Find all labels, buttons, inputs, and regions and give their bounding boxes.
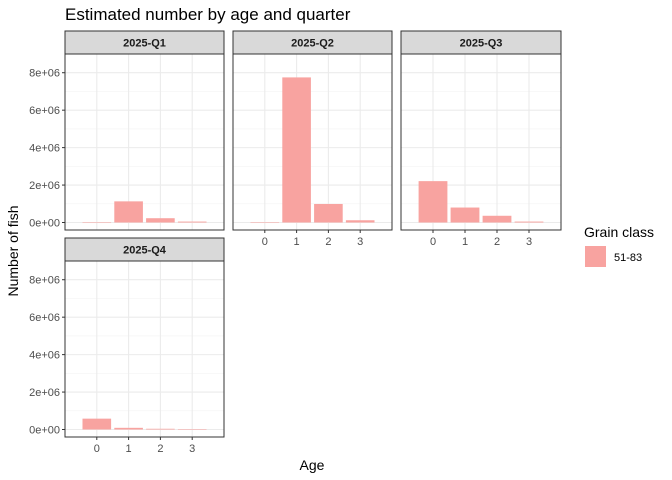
x-axis-title: Age xyxy=(300,457,325,473)
y-tick-label: 2e+06 xyxy=(29,180,60,192)
x-tick-label: 0 xyxy=(94,443,100,455)
bar-2025-Q1-age-1 xyxy=(114,201,143,223)
facet-panel-2025-Q3: 2025-Q3 0 1 2 3 xyxy=(400,30,562,248)
facet-panel-2025-Q1: 2025-Q1 0e+00 2e+06 4e+06 6e+06 8e+06 xyxy=(29,30,225,231)
y-tick-label: 4e+06 xyxy=(29,350,60,362)
legend: Grain class 51-83 xyxy=(584,224,654,267)
facet-panel-2025-Q4: 2025-Q4 0e+00 2e+06 4e+06 6e+06 8e+06 0 1 2 3 xyxy=(29,237,225,455)
facet-strip xyxy=(64,237,225,262)
bar-2025-Q4-age-3 xyxy=(177,429,207,430)
chart-title: Estimated number by age and quarter xyxy=(65,5,351,24)
y-tick-label: 6e+06 xyxy=(29,312,60,324)
bar-2025-Q2-age-3 xyxy=(345,220,375,223)
bar-2025-Q2-age-2 xyxy=(314,203,343,223)
panel-background xyxy=(65,261,224,437)
panel-background xyxy=(65,54,224,230)
bar-2025-Q4-age-0 xyxy=(82,418,112,430)
facet-panels: 2025-Q1 0e+00 2e+06 4e+06 6e+06 8e+06 2025-Q2 0… xyxy=(29,30,562,455)
facet-strip xyxy=(64,30,225,55)
legend-key-51-83 xyxy=(585,246,606,267)
facet-strip-label: 2025-Q2 xyxy=(291,38,334,50)
x-tick-label: 2 xyxy=(325,236,331,248)
x-tick-label: 0 xyxy=(262,236,268,248)
bar-2025-Q2-age-1 xyxy=(282,77,311,223)
x-tick-label: 2 xyxy=(157,443,163,455)
bar-2025-Q3-age-3 xyxy=(514,221,544,223)
legend-label: 51-83 xyxy=(614,252,642,264)
facet-strip-label: 2025-Q1 xyxy=(123,38,166,50)
bar-2025-Q1-age-0 xyxy=(82,222,112,224)
x-tick-label: 3 xyxy=(526,236,532,248)
y-tick-label: 8e+06 xyxy=(29,275,60,287)
bar-2025-Q4-age-1 xyxy=(114,427,143,430)
y-axis-title: Number of fish xyxy=(5,205,21,296)
y-tick-label: 0e+00 xyxy=(29,425,60,437)
y-tick-label: 8e+06 xyxy=(29,68,60,80)
bar-2025-Q3-age-2 xyxy=(482,215,512,223)
panel-background xyxy=(233,54,392,230)
y-tick-label: 4e+06 xyxy=(29,143,60,155)
y-tick-label: 6e+06 xyxy=(29,105,60,117)
bar-2025-Q2-age-0 xyxy=(250,222,280,224)
x-tick-label: 3 xyxy=(357,236,363,248)
y-tick-label: 0e+00 xyxy=(29,218,60,230)
x-tick-label: 0 xyxy=(430,236,436,248)
facet-strip-label: 2025-Q3 xyxy=(460,38,503,50)
x-tick-label: 1 xyxy=(294,236,300,248)
legend-title: Grain class xyxy=(584,224,654,240)
facet-strip-label: 2025-Q4 xyxy=(123,245,167,257)
bar-2025-Q1-age-2 xyxy=(146,218,175,223)
x-tick-label: 1 xyxy=(126,443,132,455)
facet-strip xyxy=(232,30,393,55)
facet-strip xyxy=(400,30,562,55)
x-tick-label: 1 xyxy=(462,236,468,248)
bar-2025-Q4-age-2 xyxy=(146,428,175,430)
facet-panel-2025-Q2: 2025-Q2 0 1 2 3 xyxy=(232,30,393,248)
bar-2025-Q3-age-1 xyxy=(450,207,480,223)
bar-2025-Q1-age-3 xyxy=(177,221,207,223)
x-tick-label: 2 xyxy=(494,236,500,248)
bar-2025-Q3-age-0 xyxy=(418,181,448,223)
y-tick-label: 2e+06 xyxy=(29,387,60,399)
x-tick-label: 3 xyxy=(189,443,195,455)
